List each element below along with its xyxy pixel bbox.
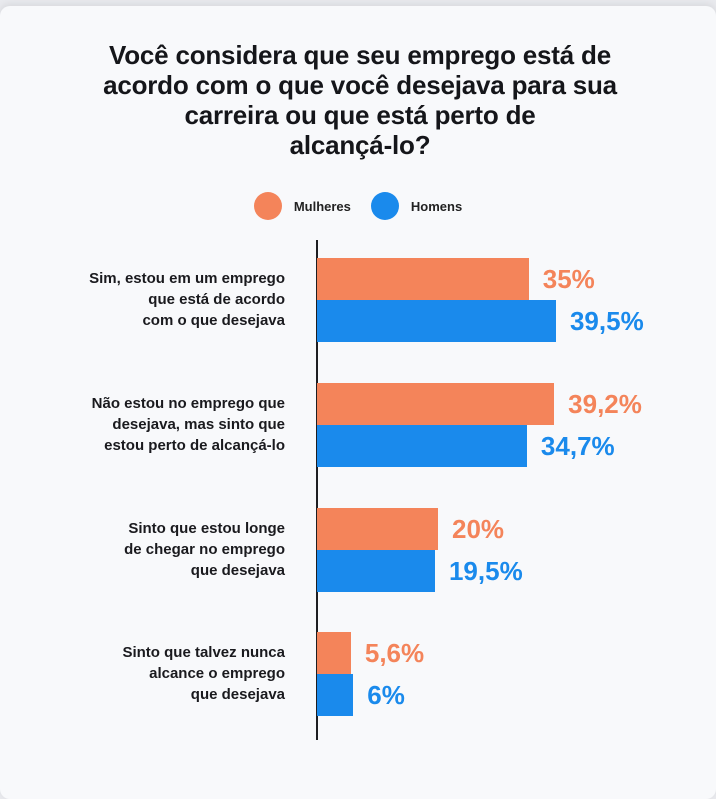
category-label: Não estou no emprego que desejava, mas si…: [25, 393, 285, 456]
bar-mulheres: [317, 383, 555, 425]
legend-item-mulheres: Mulheres: [253, 192, 351, 220]
category-label-line: Sinto que talvez nunca: [122, 644, 285, 661]
category-label-line: que desejava: [190, 562, 285, 579]
title-line: carreira ou que está perto de: [184, 100, 536, 130]
value-label: 39,2%: [568, 389, 642, 419]
category-label-line: desejava, mas sinto que: [112, 416, 285, 433]
title-line: Você considera que seu emprego está de: [109, 40, 611, 70]
category-label: Sim, estou em um emprego que está de acor…: [25, 268, 285, 331]
bar-homens: [317, 425, 527, 467]
bar-mulheres: [317, 258, 529, 300]
bar-homens: [317, 550, 435, 592]
category-label-line: com o que desejava: [142, 312, 285, 329]
category-label-line: de chegar no emprego: [124, 541, 285, 558]
category-label: Sinto que talvez nunca alcance o emprego q…: [25, 642, 285, 705]
value-label: 5,6%: [364, 638, 425, 668]
bar-homens: [317, 674, 354, 716]
legend-swatch-orange-icon: [253, 192, 282, 220]
bar-mulheres: [317, 632, 351, 674]
title-line: alcançá-lo?: [289, 130, 431, 160]
legend: Mulheres Homens: [0, 192, 716, 220]
bar-homens: [317, 300, 556, 342]
bar-mulheres: [317, 508, 438, 550]
category-label: Sinto que estou longe de chegar no empreg…: [25, 518, 285, 581]
value-label: 35%: [542, 264, 595, 294]
value-label: 19,5%: [448, 556, 523, 586]
chart-title: Você considera que seu emprego está de a…: [60, 40, 660, 160]
category-label-line: que desejava: [190, 686, 285, 703]
y-axis-line: [316, 240, 318, 740]
legend-swatch-blue-icon: [370, 192, 399, 220]
value-label: 34,7%: [540, 431, 615, 461]
legend-label: Homens: [410, 198, 463, 214]
value-label: 20%: [452, 514, 505, 544]
category-label-line: estou perto de alcançá-lo: [104, 437, 285, 454]
category-label-line: Sim, estou em um emprego: [89, 270, 285, 287]
value-label: 39,5%: [569, 306, 644, 336]
legend-item-homens: Homens: [370, 192, 463, 220]
category-label-line: que está de acordo: [148, 291, 285, 308]
value-label: 6%: [367, 680, 405, 710]
legend-label: Mulheres: [293, 198, 351, 214]
title-line: acordo com o que você desejava para sua: [103, 70, 617, 100]
category-label-line: alcance o emprego: [149, 665, 285, 682]
chart-card: Você considera que seu emprego está de a…: [0, 6, 716, 799]
category-label-line: Sinto que estou longe: [128, 520, 285, 537]
category-label-line: Não estou no emprego que: [91, 395, 285, 412]
